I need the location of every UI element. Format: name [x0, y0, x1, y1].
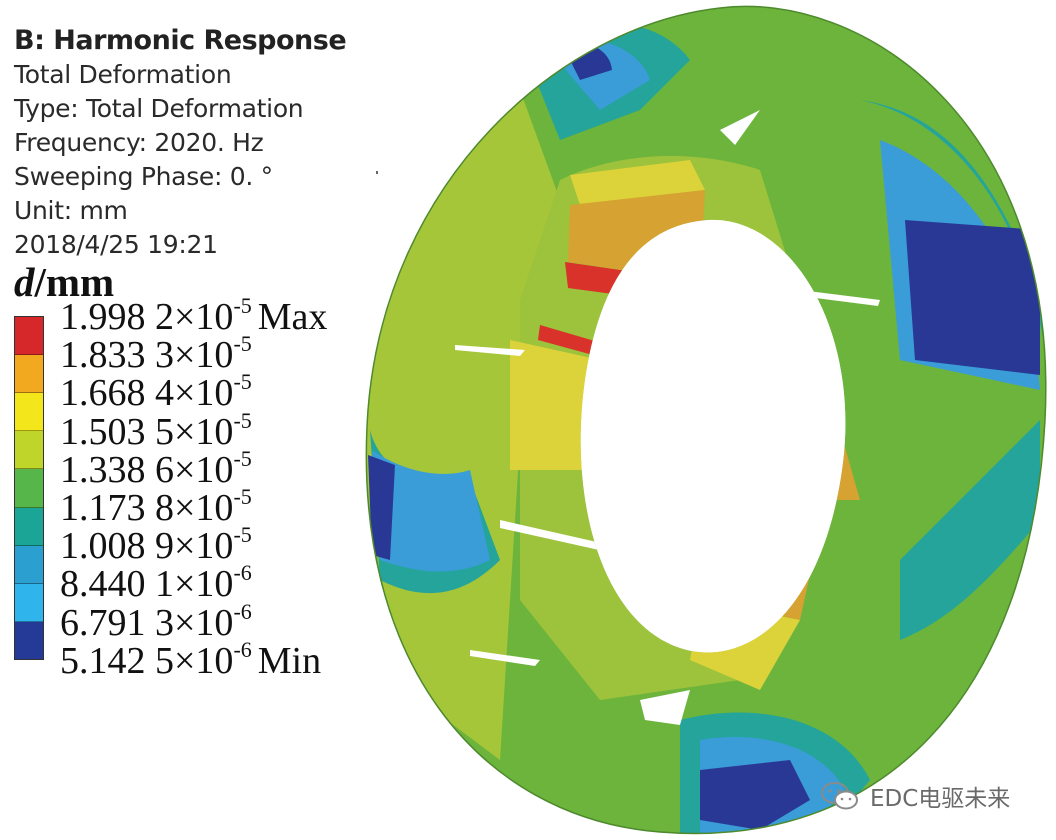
color-scale-bar	[14, 316, 44, 660]
legend-value-mantissa: 1.008 9×10	[60, 525, 234, 568]
legend-value-exponent: -5	[233, 445, 252, 471]
ring-side-face	[366, 90, 560, 760]
legend-value-mantissa: 1.338 6×10	[60, 448, 234, 491]
watermark-text: EDC电驱未来	[870, 786, 1011, 812]
legend-value: 1.668 4×10-5	[60, 371, 252, 415]
legend-value-exponent: -6	[233, 560, 252, 586]
legend-swatch	[15, 431, 43, 470]
legend-swatch	[15, 583, 43, 622]
legend-value: 1.008 9×10-5	[60, 524, 252, 568]
legend-unit: /mm	[34, 259, 115, 305]
slot-bottom	[640, 690, 690, 725]
legend-value-exponent: -5	[233, 522, 252, 548]
legend-value: 1.833 3×10-5	[60, 333, 252, 377]
legend-swatch	[15, 621, 43, 659]
artifact-dot	[376, 171, 378, 174]
legend-value-mantissa: 8.440 1×10	[60, 563, 234, 606]
legend-value-mantissa: 1.503 5×10	[60, 410, 234, 453]
legend-title: d/mm	[14, 258, 114, 306]
legend-value-exponent: -5	[233, 331, 252, 357]
result-info-panel: B: Harmonic Response Total Deformation T…	[14, 24, 347, 262]
legend-value: 5.142 5×10-6 Min	[60, 638, 322, 682]
timestamp: 2018/4/25 19:21	[14, 230, 218, 259]
legend-swatch	[15, 317, 43, 356]
legend-value-exponent: -5	[233, 407, 252, 433]
legend-variable: d	[14, 259, 35, 305]
result-name: Total Deformation	[14, 60, 232, 89]
legend-value-mantissa: 5.142 5×10	[60, 639, 234, 682]
watermark: EDC电驱未来	[820, 776, 1010, 816]
contour-blue-left	[372, 450, 490, 572]
wechat-icon	[821, 782, 858, 810]
legend-value-exponent: -6	[233, 636, 252, 662]
legend-value-mantissa: 1.173 8×10	[60, 487, 234, 529]
legend-swatch	[15, 393, 43, 432]
legend-value: 1.338 6×10-5	[60, 447, 252, 491]
legend-min-label: Min	[257, 639, 322, 682]
legend-value-mantissa: 1.998 2×10	[60, 296, 234, 338]
slot-lower-left	[500, 520, 610, 552]
legend-value: 1.998 2×10-5 Max	[60, 295, 328, 338]
legend-value-exponent: -5	[233, 369, 252, 395]
legend-value: 1.503 5×10-5	[60, 409, 252, 453]
legend-value: 8.440 1×10-6	[60, 562, 252, 606]
slot-left	[455, 345, 525, 356]
slot-bottom-left	[470, 650, 540, 666]
legend-swatch	[15, 355, 43, 394]
legend-value-exponent: -5	[233, 293, 252, 318]
unit: Unit: mm	[14, 196, 128, 225]
legend-value-mantissa: 1.668 4×10	[60, 372, 234, 415]
legend-swatch	[15, 507, 43, 546]
bore-opening	[580, 219, 846, 653]
legend-swatch	[15, 469, 43, 508]
ring-outline	[365, 5, 1047, 835]
legend-swatch	[15, 545, 43, 584]
legend-value-exponent: -5	[233, 484, 252, 509]
legend-value-mantissa: 6.791 3×10	[60, 601, 234, 644]
analysis-title: B: Harmonic Response	[14, 25, 347, 56]
contour-navy-upper-right	[905, 220, 1040, 375]
legend-value: 6.791 3×10-6	[60, 600, 252, 644]
legend-max-label: Max	[257, 296, 328, 338]
legend-value: 1.173 8×10-5	[60, 486, 252, 529]
legend-value-exponent: -6	[233, 598, 252, 624]
result-type: Type: Total Deformation	[14, 94, 304, 123]
contour-teal-right	[900, 420, 1040, 640]
slot-top	[720, 110, 760, 145]
legend-value-mantissa: 1.833 3×10	[60, 334, 234, 377]
sweeping-phase: Sweeping Phase: 0. °	[14, 162, 273, 191]
contour-navy-left	[368, 455, 395, 560]
contour-navy-bottom	[700, 760, 810, 830]
slot-right	[800, 290, 880, 306]
frequency: Frequency: 2020. Hz	[14, 128, 264, 157]
